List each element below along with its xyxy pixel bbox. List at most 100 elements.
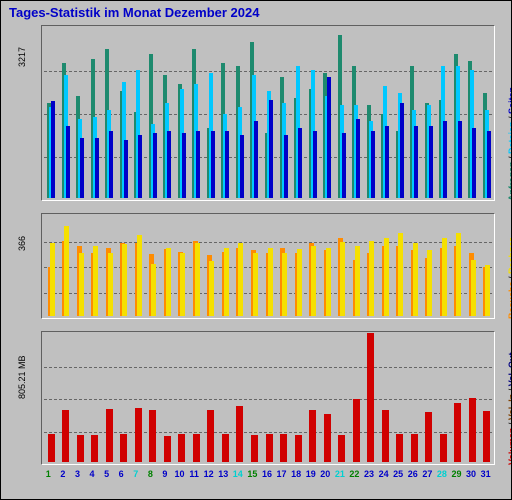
bar-volumen <box>338 435 345 462</box>
stats-frame: Tages-Statistik im Monat Dezember 2024 3… <box>0 0 512 500</box>
bar-rechner <box>311 246 316 316</box>
bar-seiten <box>66 126 70 198</box>
legend-item: Rechner <box>507 238 512 274</box>
x-tick: 6 <box>114 469 129 483</box>
bar-volumen <box>396 434 403 462</box>
x-tick: 9 <box>158 469 173 483</box>
bar-seiten <box>182 133 186 198</box>
bar-volumen <box>440 434 447 462</box>
bar-seiten <box>225 131 229 198</box>
bar-volumen <box>483 411 490 462</box>
bar-seiten <box>327 77 331 198</box>
bar-rechner <box>209 261 214 316</box>
bar-volumen <box>425 412 432 462</box>
legend-item: Volumen <box>507 428 512 465</box>
bar-rechner <box>93 246 98 316</box>
x-tick: 25 <box>391 469 406 483</box>
legend-panel3: Volumen / Vol. In / Vol. Out <box>507 352 512 465</box>
bar-rechner <box>122 244 127 316</box>
x-tick: 14 <box>231 469 246 483</box>
bar-rechner <box>413 243 418 316</box>
bar-rechner <box>297 249 302 316</box>
bar-seiten <box>342 133 346 198</box>
x-tick: 22 <box>347 469 362 483</box>
bar-seiten <box>124 140 128 198</box>
x-axis: 1234567891011121314151617181920212223242… <box>41 469 493 483</box>
bar-rechner <box>79 253 84 316</box>
legend-item: Anfragen <box>507 161 512 201</box>
x-tick: 26 <box>405 469 420 483</box>
bar-rechner <box>340 242 345 316</box>
x-tick: 8 <box>143 469 158 483</box>
x-tick: 31 <box>478 469 493 483</box>
bar-seiten <box>458 121 462 198</box>
x-tick: 30 <box>464 469 479 483</box>
bar-volumen <box>193 434 200 462</box>
x-tick: 21 <box>333 469 348 483</box>
bar-seiten <box>138 135 142 198</box>
bar-volumen <box>222 434 229 462</box>
bar-seiten <box>400 103 404 198</box>
bar-volumen <box>367 333 374 462</box>
panel2-ylabel: 366 <box>17 236 27 251</box>
bar-volumen <box>106 409 113 462</box>
bar-rechner <box>442 238 447 316</box>
x-tick: 10 <box>172 469 187 483</box>
bar-rechner <box>180 253 185 316</box>
bar-volumen <box>91 435 98 462</box>
bar-volumen <box>324 414 331 462</box>
bar-volumen <box>164 436 171 462</box>
bar-rechner <box>151 264 156 316</box>
bar-seiten <box>95 138 99 198</box>
bar-rechner <box>268 248 273 316</box>
bar-seiten <box>487 131 491 198</box>
bar-seiten <box>254 121 258 198</box>
bar-seiten <box>313 131 317 198</box>
bar-rechner <box>137 235 142 316</box>
bar-volumen <box>48 434 55 462</box>
x-tick: 12 <box>201 469 216 483</box>
legend-item: Dateien <box>507 121 512 154</box>
bar-volumen <box>353 399 360 462</box>
bar-rechner <box>384 238 389 316</box>
bar-rechner <box>108 253 113 316</box>
x-tick: 29 <box>449 469 464 483</box>
bar-rechner <box>64 226 69 316</box>
bar-seiten <box>371 131 375 198</box>
bar-seiten <box>153 133 157 198</box>
bar-seiten <box>211 131 215 198</box>
bar-seiten <box>429 126 433 198</box>
bar-rechner <box>427 250 432 316</box>
bar-volumen <box>411 434 418 462</box>
bar-volumen <box>382 410 389 462</box>
panel-visits <box>41 213 495 319</box>
bar-rechner <box>456 233 461 316</box>
bar-rechner <box>282 253 287 316</box>
x-tick: 1 <box>41 469 56 483</box>
bar-seiten <box>385 126 389 198</box>
bar-seiten <box>51 101 55 198</box>
bar-seiten <box>80 138 84 198</box>
bar-seiten <box>414 126 418 198</box>
bar-rechner <box>398 233 403 316</box>
x-tick: 16 <box>260 469 275 483</box>
legend-panel1: Anfragen / Dateien / Seiten <box>507 87 512 201</box>
x-tick: 3 <box>70 469 85 483</box>
bar-volumen <box>236 406 243 462</box>
x-tick: 11 <box>187 469 202 483</box>
bar-rechner <box>253 253 258 316</box>
bar-rechner <box>195 243 200 316</box>
x-tick: 19 <box>303 469 318 483</box>
bar-volumen <box>120 434 127 462</box>
bar-volumen <box>149 410 156 462</box>
bar-volumen <box>135 408 142 462</box>
bar-volumen <box>77 435 84 462</box>
bar-rechner <box>166 248 171 316</box>
legend-item: Besuche <box>507 281 512 319</box>
x-tick: 5 <box>99 469 114 483</box>
bar-seiten <box>269 100 273 198</box>
x-tick: 17 <box>274 469 289 483</box>
bar-seiten <box>167 131 171 198</box>
x-tick: 23 <box>362 469 377 483</box>
bar-rechner <box>485 265 490 316</box>
